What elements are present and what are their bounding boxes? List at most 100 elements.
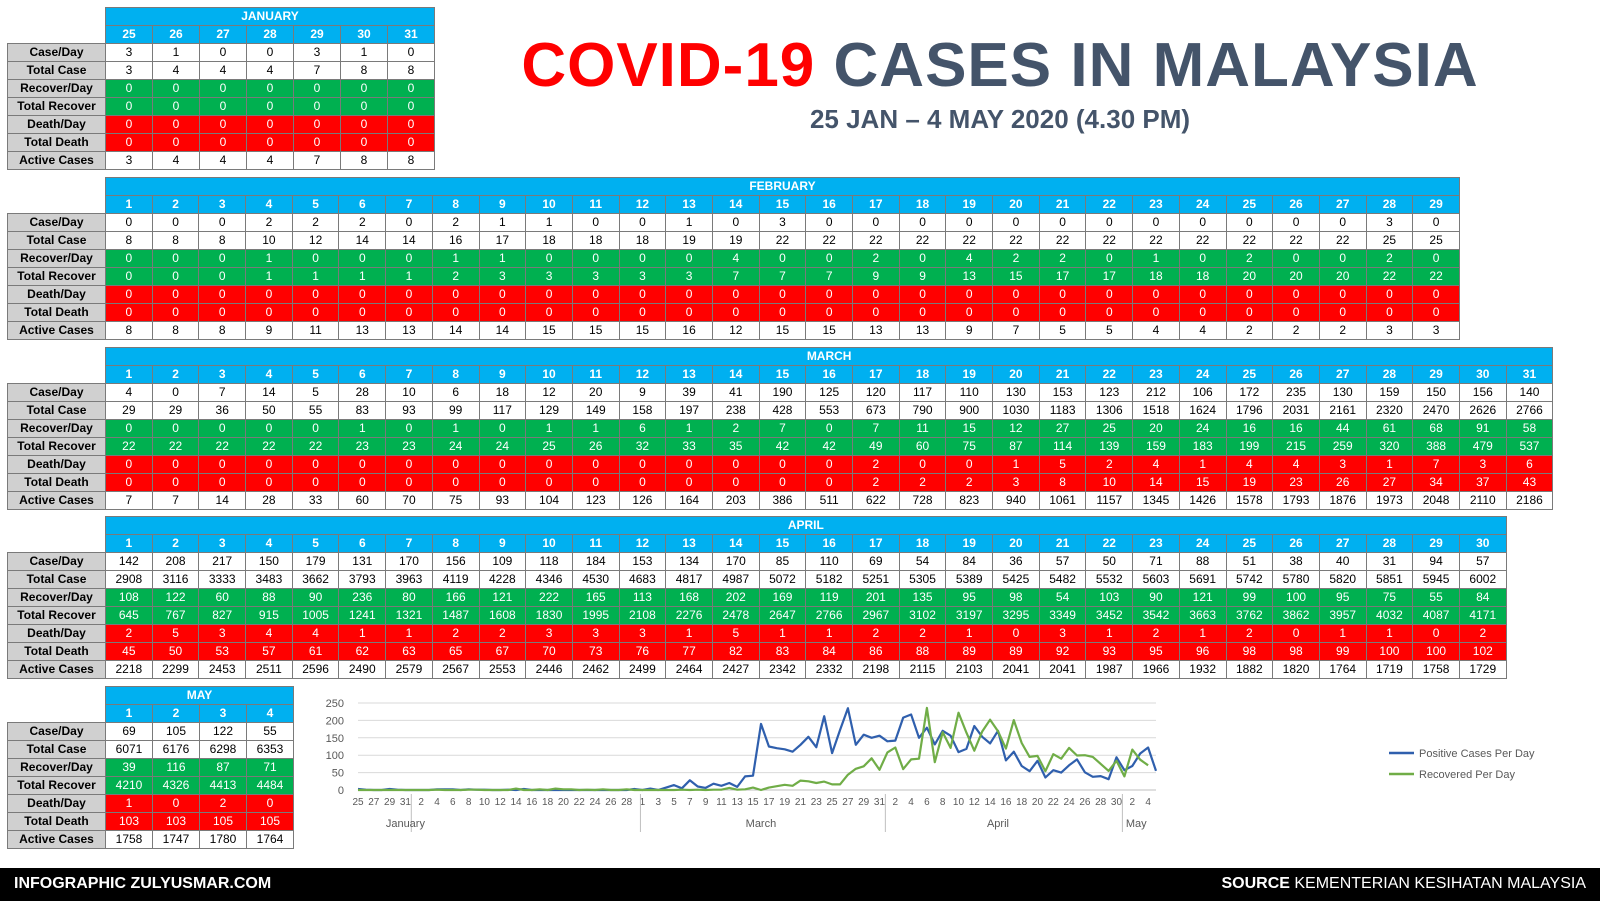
cell-total-death: 0 xyxy=(992,303,1040,322)
cell-total-recover: 537 xyxy=(1505,437,1554,456)
cell-recover-per-day: 95 xyxy=(1318,588,1367,607)
cell-total-case: 149 xyxy=(571,401,620,420)
cell-active-cases: 2218 xyxy=(105,660,153,679)
cell-death-per-day: 0 xyxy=(151,285,200,304)
cell-active-cases: 3 xyxy=(1412,321,1460,340)
cell-case-per-day: 40 xyxy=(1318,552,1367,571)
cell-recover-per-day: 0 xyxy=(805,419,853,438)
row-recover-per-day: Recover/Day 39 116 87 71 xyxy=(7,758,294,777)
cell-active-cases: 12 xyxy=(711,321,760,340)
cell-total-case: 19 xyxy=(665,231,713,250)
cell-total-case: 5851 xyxy=(1365,570,1414,589)
cell-active-cases: 8 xyxy=(151,321,200,340)
cell-active-cases: 14 xyxy=(198,491,247,510)
cell-active-cases: 1157 xyxy=(1085,491,1134,510)
row-case-per-day: Case/Day 4 0 7 14 5 28 10 6 18 12 20 9 39 41 190 125 120 1… xyxy=(7,383,1554,402)
cell-total-recover: 2766 xyxy=(805,606,853,625)
cell-case-per-day: 28 xyxy=(338,383,387,402)
cell-total-death: 0 xyxy=(525,303,573,322)
cell-death-per-day: 0 xyxy=(571,455,620,474)
cell-active-cases: 126 xyxy=(618,491,667,510)
day-header: 16 xyxy=(805,534,853,553)
x-tick-label: 5 xyxy=(671,797,677,808)
cell-death-per-day: 0 xyxy=(152,794,200,813)
cell-total-case: 2031 xyxy=(1272,401,1320,420)
cell-active-cases: 2041 xyxy=(1038,660,1087,679)
cell-case-per-day: 130 xyxy=(1318,383,1367,402)
cell-death-per-day: 0 xyxy=(992,285,1040,304)
cell-total-recover: 1830 xyxy=(525,606,573,625)
cell-total-case: 5389 xyxy=(945,570,994,589)
cell-total-recover: 33 xyxy=(665,437,713,456)
cell-death-per-day: 4 xyxy=(245,624,293,643)
cell-total-case: 673 xyxy=(852,401,900,420)
cell-recover-per-day: 0 xyxy=(245,419,293,438)
cell-recover-per-day: 169 xyxy=(758,588,807,607)
cell-active-cases: 1747 xyxy=(152,830,200,849)
x-tick-label: 27 xyxy=(842,797,854,808)
cell-total-case: 6176 xyxy=(152,740,200,759)
cell-death-per-day: 0 xyxy=(1085,285,1134,304)
cell-total-case: 3333 xyxy=(198,570,247,589)
cell-total-death: 100 xyxy=(1365,642,1414,661)
cell-total-case: 2766 xyxy=(1505,401,1554,420)
cell-recover-per-day: 7 xyxy=(758,419,807,438)
row-label: Total Recover xyxy=(7,776,106,795)
day-header: 20 xyxy=(992,195,1040,214)
cell-death-per-day: 1 xyxy=(805,624,853,643)
cell-total-case: 4 xyxy=(246,61,294,80)
cell-death-per-day: 0 xyxy=(293,115,341,134)
cell-active-cases: 3 xyxy=(105,151,153,170)
cell-case-per-day: 4 xyxy=(105,383,153,402)
cell-total-death: 0 xyxy=(245,303,293,322)
row-label: Total Case xyxy=(7,61,106,80)
cell-total-case: 25 xyxy=(1412,231,1460,250)
cell-total-recover: 2108 xyxy=(618,606,667,625)
row-label: Total Case xyxy=(7,570,106,589)
month-label: May xyxy=(1126,818,1147,830)
cell-total-recover: 1487 xyxy=(431,606,480,625)
cell-total-case: 16 xyxy=(431,231,480,250)
cell-active-cases: 164 xyxy=(665,491,713,510)
day-header: 26 xyxy=(152,25,200,44)
cell-total-case: 129 xyxy=(525,401,573,420)
cell-total-death: 0 xyxy=(338,473,387,492)
cell-recover-per-day: 84 xyxy=(1458,588,1507,607)
cell-active-cases: 1719 xyxy=(1365,660,1414,679)
x-tick-label: 26 xyxy=(1079,797,1091,808)
day-header: 10 xyxy=(525,534,573,553)
cell-total-recover: 1995 xyxy=(571,606,620,625)
cell-recover-per-day: 27 xyxy=(1038,419,1087,438)
cell-case-per-day: 156 xyxy=(1458,383,1507,402)
cell-total-death: 2 xyxy=(945,473,994,492)
row-label: Total Recover xyxy=(7,267,106,286)
row-total-recover: Total Recover 0 0 0 0 0 0 0 xyxy=(7,97,435,116)
row-total-death: Total Death 103 103 105 105 xyxy=(7,812,294,831)
day-header: 1 xyxy=(105,195,153,214)
cell-case-per-day: 3 xyxy=(293,43,341,62)
cell-death-per-day: 1 xyxy=(1085,624,1134,643)
cell-recover-per-day: 168 xyxy=(665,588,713,607)
day-header: 8 xyxy=(431,365,480,384)
row-death-per-day: Death/Day 2 5 3 4 4 1 1 2 2 3 3 3 1 5 1 1 2 2 1 0 3 1 2 1 2 0 1 1 0 2 xyxy=(7,624,1507,643)
cell-total-case: 5691 xyxy=(1178,570,1227,589)
cell-total-recover: 22 xyxy=(291,437,340,456)
cell-total-death: 103 xyxy=(152,812,200,831)
cell-recover-per-day: 0 xyxy=(1318,249,1367,268)
x-tick-label: 20 xyxy=(1032,797,1044,808)
x-tick-label: 4 xyxy=(434,797,440,808)
day-header: 17 xyxy=(852,534,900,553)
day-header: 11 xyxy=(571,365,620,384)
cell-recover-per-day: 98 xyxy=(992,588,1040,607)
day-header: 11 xyxy=(571,534,620,553)
cell-death-per-day: 1 xyxy=(338,624,387,643)
cell-recover-per-day: 44 xyxy=(1318,419,1367,438)
cell-total-recover: 75 xyxy=(945,437,994,456)
x-tick-label: 17 xyxy=(763,797,775,808)
x-tick-label: 7 xyxy=(687,797,693,808)
cell-recover-per-day: 0 xyxy=(291,419,340,438)
x-tick-label: 27 xyxy=(368,797,380,808)
row-label: Total Recover xyxy=(7,97,106,116)
cell-death-per-day: 3 xyxy=(198,624,247,643)
day-header: 21 xyxy=(1038,534,1087,553)
